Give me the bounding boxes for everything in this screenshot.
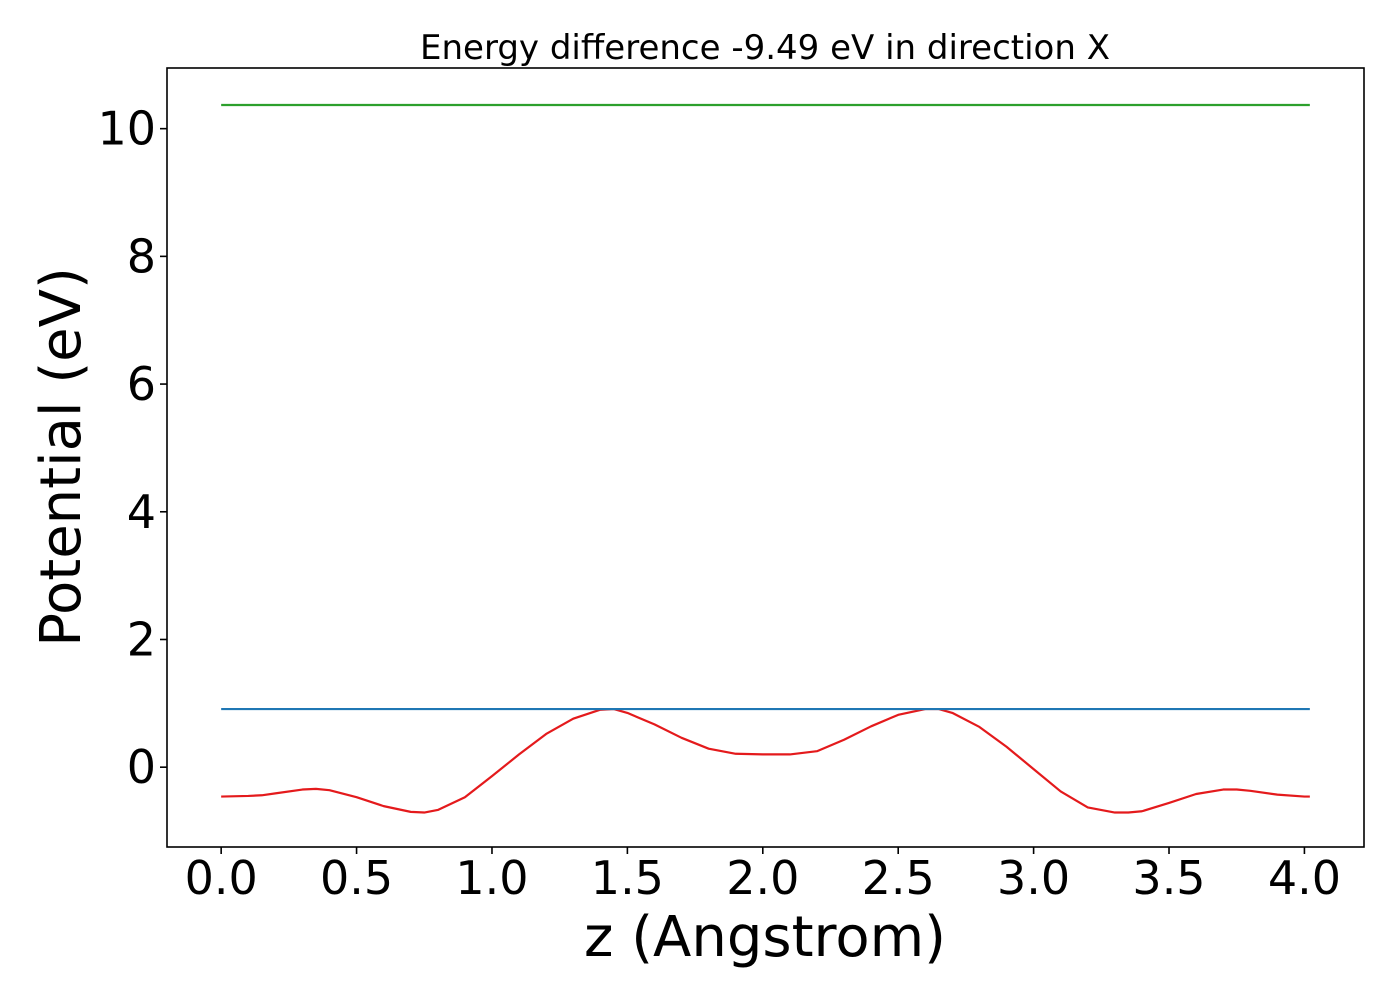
x-tick-label: 1.0	[455, 851, 528, 905]
x-tick-label: 0.5	[320, 851, 393, 905]
x-axis-label: z (Angstrom)	[584, 905, 946, 970]
series-line	[221, 707, 1310, 814]
x-tick-label: 3.0	[997, 851, 1070, 905]
potential-curve	[221, 707, 1310, 814]
y-tick-label: 8	[127, 229, 156, 283]
y-tick-label: 10	[97, 102, 156, 156]
y-axis: 0 2 4 6 8 10	[97, 102, 167, 794]
y-tick-label: 2	[127, 612, 156, 666]
x-tick-label: 2.5	[862, 851, 935, 905]
x-tick-label: 2.0	[726, 851, 799, 905]
y-tick-label: 6	[127, 357, 156, 411]
y-tick-label: 4	[127, 485, 156, 539]
y-axis-label: Potential (eV)	[29, 267, 94, 647]
plot-area	[166, 67, 1365, 848]
x-tick-label: 4.0	[1268, 851, 1341, 905]
x-tick-label: 0.0	[185, 851, 258, 905]
x-axis: 0.0 0.5 1.0 1.5 2.0 2.5 3.0 3.5 4.0	[185, 847, 1341, 905]
chart-title: Energy difference -9.49 eV in direction …	[420, 28, 1110, 68]
x-tick-label: 1.5	[591, 851, 664, 905]
series-layer	[221, 103, 1310, 814]
y-tick-label: 0	[127, 740, 156, 794]
x-tick-label: 3.5	[1132, 851, 1205, 905]
plot-frame	[166, 67, 1365, 848]
